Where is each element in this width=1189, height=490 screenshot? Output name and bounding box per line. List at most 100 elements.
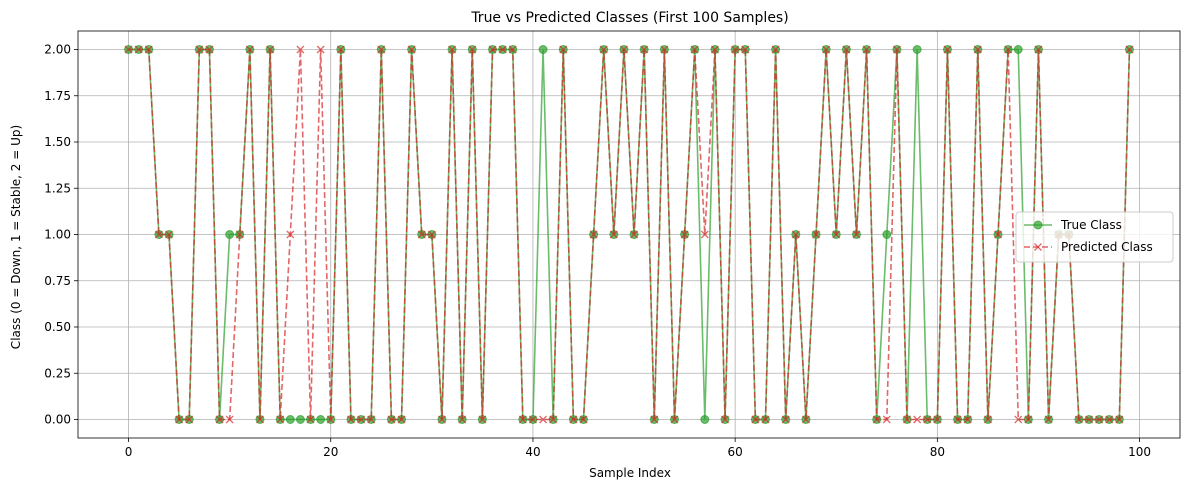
- y-tick-label: 1.50: [44, 135, 71, 149]
- data-point: [205, 45, 214, 54]
- data-point: [973, 45, 982, 54]
- data-point: [923, 415, 932, 424]
- y-tick-label: 1.75: [44, 89, 71, 103]
- data-point: [296, 45, 305, 54]
- data-point: [336, 45, 345, 54]
- data-point: [609, 230, 618, 239]
- series-layer: [124, 45, 1134, 424]
- chart-title: True vs Predicted Classes (First 100 Sam…: [470, 10, 788, 26]
- data-point: [427, 230, 436, 239]
- data-point: [154, 230, 163, 239]
- data-point: [619, 45, 628, 54]
- x-tick-label: 60: [728, 445, 743, 459]
- data-point: [1024, 415, 1033, 424]
- data-point: [913, 415, 922, 424]
- data-point: [700, 415, 710, 424]
- data-point: [1125, 45, 1134, 54]
- data-point: [842, 45, 851, 54]
- data-point: [700, 230, 709, 239]
- data-point: [468, 45, 477, 54]
- data-point: [943, 45, 952, 54]
- data-point: [559, 45, 568, 54]
- data-point: [225, 230, 235, 239]
- data-point: [994, 230, 1002, 239]
- data-point: [690, 45, 699, 54]
- data-point: [438, 415, 446, 424]
- data-point: [458, 415, 467, 424]
- data-point: [165, 230, 173, 239]
- data-point: [822, 45, 831, 54]
- data-point: [832, 230, 841, 239]
- data-point: [862, 45, 871, 54]
- x-tick-label: 0: [125, 445, 133, 459]
- data-point: [538, 45, 548, 54]
- y-tick-label: 2.00: [44, 43, 71, 57]
- data-point: [326, 415, 335, 424]
- data-point: [721, 415, 730, 424]
- data-point: [175, 415, 184, 424]
- data-point: [448, 45, 457, 54]
- data-point: [589, 230, 598, 239]
- x-tick-label: 40: [525, 445, 540, 459]
- legend: True Class Predicted Class: [1015, 211, 1174, 263]
- data-point: [650, 415, 659, 424]
- data-point: [882, 415, 891, 424]
- data-point: [872, 415, 881, 424]
- data-point: [1105, 415, 1114, 424]
- data-point: [710, 45, 719, 54]
- data-point: [771, 45, 780, 54]
- data-point: [1004, 45, 1013, 54]
- data-point: [1013, 45, 1023, 54]
- data-point: [306, 415, 315, 424]
- data-point: [903, 415, 911, 424]
- y-tick-label: 0.25: [44, 366, 71, 380]
- data-point: [1044, 415, 1053, 424]
- y-axis: 0.00 0.25 0.50 0.75 1.00 1.25 1.50 1.75 2.00: [44, 43, 78, 427]
- data-point: [295, 415, 305, 424]
- data-point: [731, 45, 740, 54]
- data-point: [377, 45, 386, 54]
- data-point: [387, 415, 396, 424]
- x-axis: 0 20 40 60 80 100: [125, 438, 1151, 459]
- data-point: [285, 415, 295, 424]
- y-tick-label: 0.50: [44, 320, 71, 334]
- data-point: [407, 45, 416, 54]
- data-point: [397, 415, 406, 424]
- data-point: [134, 45, 143, 54]
- data-point: [256, 415, 264, 424]
- data-point: [478, 415, 487, 424]
- data-point: [983, 415, 992, 424]
- data-point: [235, 230, 244, 239]
- y-axis-label: Class (0 = Down, 1 = Stable, 2 = Up): [9, 125, 23, 349]
- data-point: [963, 415, 972, 424]
- data-point: [680, 230, 689, 239]
- data-point: [741, 45, 750, 54]
- data-point: [569, 415, 578, 424]
- data-point: [266, 45, 275, 54]
- data-point: [245, 45, 254, 54]
- data-point: [882, 230, 892, 239]
- data-point: [549, 415, 558, 424]
- legend-label: True Class: [1060, 218, 1122, 232]
- legend-marker: [1034, 243, 1042, 251]
- data-point: [599, 45, 608, 54]
- data-point: [518, 415, 527, 424]
- data-point: [276, 415, 285, 424]
- data-point: [417, 230, 426, 239]
- data-point: [215, 415, 224, 424]
- y-tick-label: 0.00: [44, 413, 71, 427]
- data-point: [812, 230, 820, 239]
- data-point: [1074, 415, 1083, 424]
- data-point: [781, 415, 790, 424]
- data-point: [912, 45, 922, 54]
- data-point: [316, 45, 325, 54]
- legend-box: [1015, 211, 1174, 263]
- y-tick-label: 1.00: [44, 228, 71, 242]
- x-tick-label: 20: [323, 445, 338, 459]
- data-point: [801, 415, 810, 424]
- data-point: [528, 415, 537, 424]
- data-point: [357, 415, 366, 424]
- data-point: [761, 415, 770, 424]
- data-point: [185, 415, 194, 424]
- legend-label: Predicted Class: [1061, 240, 1153, 254]
